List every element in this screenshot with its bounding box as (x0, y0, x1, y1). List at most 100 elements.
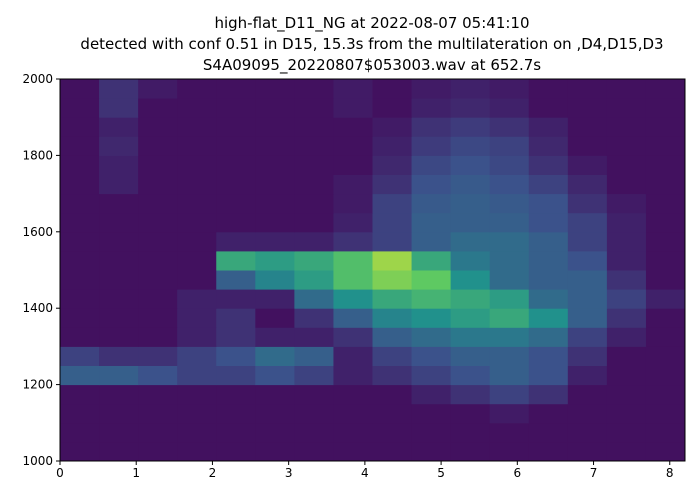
cell (294, 308, 334, 328)
cell (216, 136, 256, 156)
cell (645, 289, 686, 309)
cell (60, 384, 100, 405)
cell (450, 98, 491, 118)
cell (372, 174, 413, 195)
cell (372, 155, 413, 175)
cell (216, 441, 256, 462)
cell (99, 422, 139, 443)
cell (255, 289, 295, 309)
cell (99, 136, 139, 156)
cell (138, 384, 178, 405)
cell (177, 212, 217, 233)
cell (411, 136, 452, 156)
cell (645, 79, 686, 99)
cell (99, 231, 139, 252)
x-tick-label: 7 (590, 466, 598, 480)
cell (450, 327, 491, 347)
cell (411, 384, 452, 405)
cell (450, 346, 491, 366)
cell (489, 289, 530, 309)
cell (138, 441, 178, 462)
cell (567, 441, 608, 462)
cell (255, 212, 295, 233)
cell (450, 155, 491, 175)
cell (60, 98, 100, 118)
cell (528, 270, 569, 290)
cell (60, 308, 100, 328)
cell (489, 346, 530, 366)
cell (489, 308, 530, 328)
cell (411, 117, 452, 137)
x-tick-label: 0 (56, 466, 64, 480)
cell (450, 174, 491, 195)
cell (177, 441, 217, 462)
cell (606, 117, 647, 137)
cell (372, 327, 413, 347)
cell (333, 365, 373, 386)
cell (645, 365, 686, 386)
cell (333, 117, 373, 137)
cell (216, 212, 256, 233)
cell (411, 346, 452, 366)
cell (99, 289, 139, 309)
cell (528, 79, 569, 99)
cell (99, 250, 139, 271)
cell (567, 384, 608, 405)
cell (372, 250, 413, 271)
cell (60, 403, 100, 424)
x-tick-label: 2 (209, 466, 217, 480)
cell (99, 193, 139, 214)
cell (60, 155, 100, 175)
cell (99, 365, 139, 386)
cell (450, 79, 491, 99)
cell (216, 327, 256, 347)
cell (99, 174, 139, 195)
cell (216, 155, 256, 175)
cell (372, 212, 413, 233)
cell (528, 346, 569, 366)
cell (645, 174, 686, 195)
cell (294, 250, 334, 271)
cell (567, 403, 608, 424)
cell (645, 231, 686, 252)
cell (255, 270, 295, 290)
y-tick-label: 1400 (22, 301, 53, 315)
cell (645, 346, 686, 366)
cell (255, 174, 295, 195)
cell (60, 231, 100, 252)
cell (567, 136, 608, 156)
cell (333, 174, 373, 195)
cell (411, 155, 452, 175)
cell (372, 308, 413, 328)
x-tick-label: 8 (666, 466, 674, 480)
cell (255, 308, 295, 328)
cell (606, 174, 647, 195)
cell (216, 117, 256, 137)
cell (177, 422, 217, 443)
cell (333, 346, 373, 366)
cell (606, 98, 647, 118)
y-tick-label: 1600 (22, 225, 53, 239)
cell (411, 441, 452, 462)
cell (528, 155, 569, 175)
chart-title: high-flat_D11_NG at 2022-08-07 05:41:10 (214, 14, 529, 33)
cell (528, 117, 569, 137)
cell (177, 289, 217, 309)
cell (333, 441, 373, 462)
cell (99, 212, 139, 233)
cell (411, 231, 452, 252)
cell (450, 270, 491, 290)
cell (528, 250, 569, 271)
cell (99, 117, 139, 137)
cell (528, 384, 569, 405)
cell (528, 193, 569, 214)
y-tick-label: 1800 (22, 148, 53, 162)
cell (294, 365, 334, 386)
cell (216, 289, 256, 309)
cell (645, 441, 686, 462)
cell (294, 441, 334, 462)
cell (216, 403, 256, 424)
x-tick-label: 3 (285, 466, 293, 480)
cell (138, 308, 178, 328)
cell (489, 384, 530, 405)
